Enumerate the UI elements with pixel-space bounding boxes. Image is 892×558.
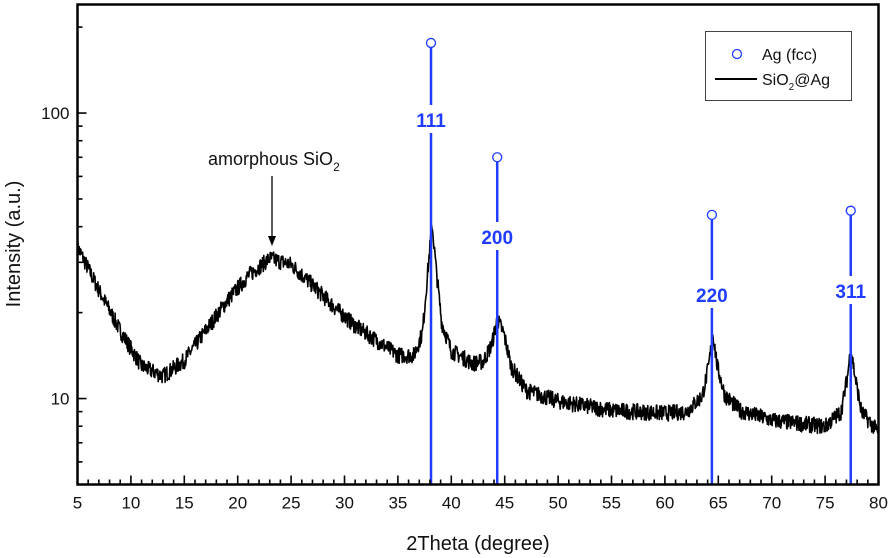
ag-peak-marker <box>425 37 437 49</box>
x-tick-label: 40 <box>442 494 461 513</box>
legend: Ag (fcc) SiO2@Ag <box>705 31 852 101</box>
plot-frame <box>76 3 880 486</box>
legend-label-sio2ag: SiO2@Ag <box>762 72 830 93</box>
x-tick-label: 45 <box>495 494 514 513</box>
x-tick-label: 70 <box>762 494 781 513</box>
ag-peak-marker <box>845 205 856 216</box>
curve-layer <box>76 224 879 435</box>
annotation-text: amorphous SiO2 <box>208 149 340 174</box>
x-tick-label: 50 <box>549 494 568 513</box>
x-tick-label: 20 <box>228 494 247 513</box>
y-axis-title: Intensity (a.u.) <box>3 181 25 308</box>
ag-peak-marker <box>706 209 718 220</box>
x-tick-label: 65 <box>709 494 728 513</box>
x-tick-label: 35 <box>388 494 407 513</box>
x-tick-label: 80 <box>869 494 888 513</box>
x-axis-title: 2Theta (degree) <box>406 533 549 555</box>
peak-label-220: 220 <box>696 286 728 307</box>
x-tick-label: 75 <box>816 494 835 513</box>
legend-label-ag: Ag (fcc) <box>762 47 817 64</box>
peak-label-200: 200 <box>481 228 513 249</box>
y-tick-label: 100 <box>41 104 69 123</box>
sio2-ag-pattern-line <box>76 224 879 435</box>
legend-circle-icon <box>731 48 743 60</box>
x-tick-label: 60 <box>655 494 674 513</box>
x-axis: 5 10 15 20 25 30 35 40 45 50 55 60 65 70 75 80 <box>73 475 888 513</box>
x-tick-label: 30 <box>335 494 354 513</box>
x-tick-label: 15 <box>175 494 194 513</box>
reference-peaks: 111 200 220 311 <box>416 37 866 485</box>
annotation-amorphous: amorphous SiO2 <box>208 149 340 246</box>
x-tick-label: 55 <box>602 494 621 513</box>
x-tick-label: 25 <box>282 494 301 513</box>
arrow-head-icon <box>268 236 276 246</box>
y-axis: 10 100 <box>41 26 87 486</box>
peak-label-111: 111 <box>416 111 446 132</box>
x-tick-label: 5 <box>73 494 82 513</box>
x-tick-label: 10 <box>121 494 140 513</box>
legend-box <box>705 31 852 101</box>
ag-peak-marker <box>492 152 503 163</box>
peak-label-311: 311 <box>835 282 866 303</box>
y-tick-label: 10 <box>51 390 70 409</box>
